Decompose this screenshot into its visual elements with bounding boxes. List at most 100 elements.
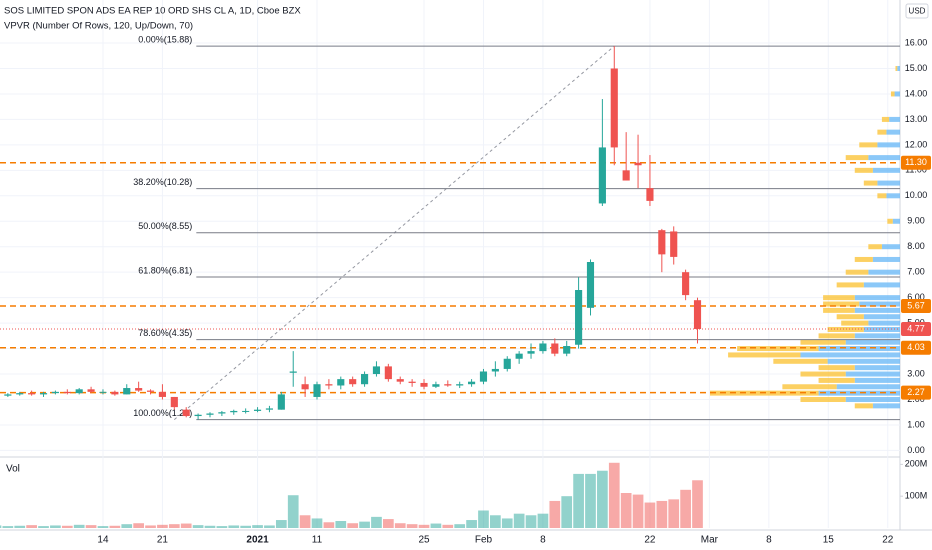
volume-bar: [323, 522, 335, 528]
volume-bar: [644, 502, 656, 528]
volume-bar: [501, 518, 513, 528]
candle-body: [123, 388, 131, 395]
volume-bar: [14, 525, 26, 528]
x-tick-label: 2021: [246, 535, 269, 546]
profile-up: [872, 403, 900, 409]
profile-down: [823, 307, 855, 313]
candle-body: [456, 384, 464, 386]
profile-up: [859, 301, 900, 307]
y-tick-label: 9.00: [907, 216, 925, 226]
profile-down: [836, 314, 864, 320]
level-label: 5.67: [907, 300, 925, 310]
y-tick-label: 3.00: [907, 368, 925, 378]
profile-up: [854, 307, 900, 313]
volume-bar: [680, 489, 691, 528]
level-label: 11.30: [905, 157, 927, 167]
candle-body: [527, 351, 535, 354]
candle-body: [242, 410, 250, 412]
x-tick-label: 15: [823, 535, 835, 546]
volume-bar: [632, 494, 644, 528]
candle-body: [658, 230, 666, 255]
profile-down: [800, 371, 846, 377]
volume-bar: [347, 523, 359, 528]
profile-up: [845, 396, 900, 402]
volume-bar: [145, 525, 156, 528]
volume-bar: [525, 515, 537, 528]
profile-down: [818, 365, 855, 371]
candle-body: [622, 170, 630, 181]
profile-up: [886, 193, 900, 199]
candle-body: [253, 409, 262, 411]
profile-down: [863, 180, 878, 186]
profile-up: [877, 180, 900, 186]
candle-body: [158, 391, 166, 397]
candle-body: [491, 368, 499, 372]
profile-up: [845, 371, 900, 377]
candle-body: [420, 382, 428, 387]
y-tick-label: 8.00: [907, 241, 925, 251]
candle-body: [586, 262, 595, 308]
candle-body: [87, 389, 95, 392]
y-tick-label: 10.00: [905, 190, 928, 200]
y-tick-label: 0.00: [907, 445, 925, 455]
profile-down: [823, 295, 855, 301]
volume-bar: [573, 473, 584, 528]
profile-up: [845, 339, 900, 345]
profile-down: [845, 269, 869, 275]
volume-bar: [204, 525, 216, 528]
profile-down: [823, 301, 860, 307]
candle-body: [194, 414, 202, 417]
volume-bar: [252, 525, 263, 528]
profile-down: [800, 396, 846, 402]
y-tick-label: 13.00: [905, 114, 928, 124]
profile-down: [854, 256, 873, 262]
profile-up: [868, 320, 900, 326]
profile-down: [841, 320, 869, 326]
candle-body: [146, 390, 155, 392]
candle-body: [670, 231, 678, 257]
profile-down: [859, 142, 878, 148]
profile-up: [897, 65, 900, 71]
y-tick-label: 7.00: [907, 267, 925, 277]
indicator-label: VPVR (Number Of Rows, 120, Up/Down, 70): [4, 21, 193, 32]
volume-bar: [394, 523, 406, 528]
profile-down: [854, 167, 873, 173]
candle-body: [325, 384, 333, 386]
profile-up: [854, 333, 900, 339]
volume-bar: [216, 526, 228, 528]
volume-bar: [61, 525, 73, 528]
volume-bar: [371, 516, 382, 528]
volume-bar: [478, 510, 489, 528]
volume-bar: [418, 524, 430, 528]
candle-body: [598, 147, 606, 204]
volume-bar: [620, 493, 632, 528]
fib-label: 0.00%(15.88): [138, 34, 192, 44]
candle-body: [682, 272, 690, 296]
fib-label: 100.00%(1.21): [133, 408, 192, 418]
y-tick-label: 12.00: [905, 139, 928, 149]
volume-bar: [454, 524, 466, 528]
profile-down: [818, 333, 855, 339]
currency-box[interactable]: [905, 3, 929, 19]
profile-up: [827, 358, 900, 364]
level-label: 4.03: [907, 342, 925, 352]
volume-bar: [656, 500, 668, 528]
volume-bar: [73, 524, 85, 528]
volume-bar: [597, 470, 608, 528]
candle-body: [349, 379, 357, 385]
candle-body: [479, 371, 488, 382]
currency-label: USD: [909, 7, 926, 16]
x-tick-label: 11: [312, 535, 323, 546]
candle-body: [372, 366, 381, 375]
profile-down: [890, 91, 895, 97]
volume-bar: [692, 480, 703, 528]
x-tick-label: Feb: [475, 535, 493, 546]
candle-body: [39, 393, 48, 395]
candle-body: [646, 188, 654, 201]
level-tag: [901, 340, 931, 355]
y-tick-label: 11.00: [905, 165, 927, 175]
candle-body: [563, 346, 571, 354]
vol-tick-label: 100M: [905, 491, 928, 501]
